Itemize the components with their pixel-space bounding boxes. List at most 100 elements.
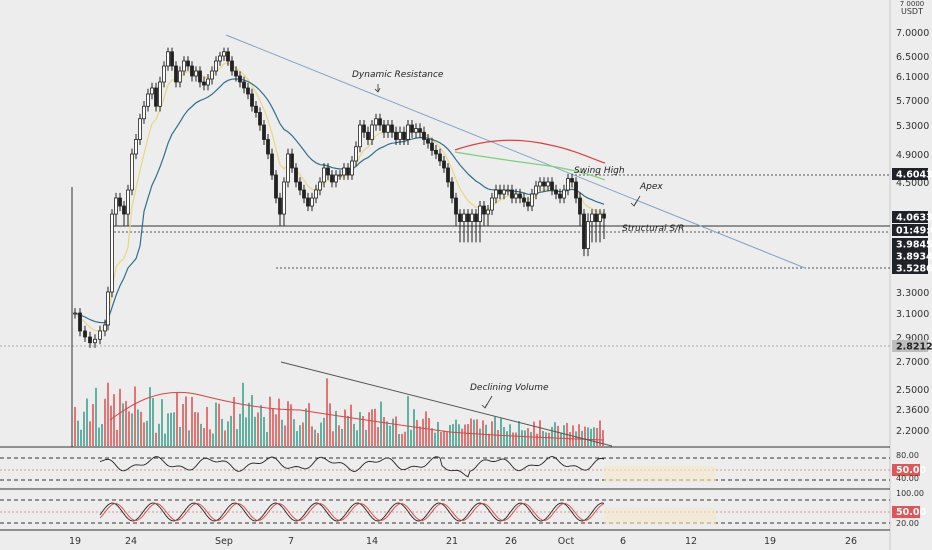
volume-bar xyxy=(233,396,235,446)
candle-body xyxy=(390,124,394,133)
volume-bar xyxy=(200,423,202,446)
volume-bar xyxy=(290,404,292,446)
candle-body xyxy=(478,205,482,222)
price-tag-box xyxy=(892,224,928,236)
candle-body xyxy=(262,124,266,140)
volume-bar xyxy=(509,424,511,446)
volume-bar xyxy=(422,418,424,446)
volume-bar xyxy=(275,414,277,446)
candle-body xyxy=(494,189,498,199)
volume-bar xyxy=(404,431,406,446)
candle-body xyxy=(498,189,502,195)
candle-body xyxy=(394,131,398,140)
volume-bar xyxy=(128,411,130,446)
price-tag-box xyxy=(892,238,928,250)
candle-body xyxy=(282,181,286,215)
volume-bar xyxy=(482,420,484,446)
axis-layer: 7.0000 6.5000 6.1000 5.7000 5.3000 4.9000 4.50… xyxy=(69,28,932,547)
volume-bar xyxy=(218,403,220,446)
candle-body xyxy=(178,70,182,83)
volume-bar xyxy=(224,430,226,446)
volume-bar xyxy=(416,419,418,446)
candle-body xyxy=(290,153,294,169)
candle-body xyxy=(73,312,77,315)
volume-bar xyxy=(485,424,487,446)
candle-body xyxy=(530,193,534,207)
candle-body xyxy=(350,160,354,176)
x-tick-label: 19 xyxy=(69,536,81,547)
volume-bar xyxy=(284,425,286,446)
candle-body xyxy=(434,149,438,155)
candle-body xyxy=(402,131,406,140)
volume-bar xyxy=(464,424,466,446)
volume-bar xyxy=(494,416,496,446)
candle-body xyxy=(166,51,170,67)
candle-body xyxy=(298,181,302,191)
candle-body xyxy=(490,197,494,211)
candle-body xyxy=(574,181,578,199)
candle-body xyxy=(358,124,362,148)
volume-bar xyxy=(272,408,274,446)
candle-body xyxy=(134,139,138,155)
y-tick-label: 5.3000 xyxy=(896,121,929,132)
candle-body xyxy=(83,330,87,338)
volume-bar xyxy=(116,429,118,446)
x-tick-label: Oct xyxy=(558,536,575,547)
candle-body xyxy=(110,213,114,293)
candle-body xyxy=(442,160,446,169)
volume-bar xyxy=(359,411,361,446)
candle-body xyxy=(314,189,318,199)
candle-body xyxy=(182,60,186,72)
volume-bar xyxy=(584,426,586,446)
volume-bar xyxy=(305,408,307,446)
rsi-level-label: 50.00 xyxy=(896,465,926,476)
y-tick-label: 2.7000 xyxy=(896,357,929,368)
volume-bar xyxy=(287,401,289,446)
volume-bar xyxy=(368,412,370,446)
candle-body xyxy=(130,153,134,191)
candle-body xyxy=(93,338,97,344)
volume-bar xyxy=(503,426,505,446)
volume-bar xyxy=(209,429,211,446)
volume-bar xyxy=(377,427,379,446)
volume-bar xyxy=(146,420,148,446)
volume-bar xyxy=(104,398,106,446)
y-tick-label: 6.1000 xyxy=(896,72,929,83)
candle-body xyxy=(526,201,530,207)
candle-body xyxy=(318,181,322,191)
volume-bar xyxy=(188,430,190,446)
volume-bar xyxy=(410,429,412,446)
volume-bar xyxy=(587,427,589,446)
candle-body xyxy=(590,213,594,222)
volume-bar xyxy=(122,403,124,446)
candle-body xyxy=(398,131,402,140)
candle-body xyxy=(274,174,278,199)
volume-bar xyxy=(191,396,193,446)
candle-body xyxy=(230,60,234,72)
candle-body xyxy=(190,65,194,77)
candle-body xyxy=(466,213,470,222)
volume-bar xyxy=(593,427,595,446)
candle-body xyxy=(330,174,334,183)
volume-bar xyxy=(263,417,265,446)
x-tick-label: 26 xyxy=(505,536,517,547)
candle-body xyxy=(370,124,374,140)
volume-bar xyxy=(533,421,535,446)
volume-bar xyxy=(548,432,550,446)
volume-bar xyxy=(497,430,499,446)
y-tick-label: 3.1000 xyxy=(896,309,929,320)
candle-body xyxy=(474,213,478,222)
volume-bar xyxy=(440,431,442,446)
volume-bar xyxy=(248,402,250,446)
candle-body xyxy=(198,70,202,83)
volume-bar xyxy=(92,404,94,446)
price-tag-label: 4.0633 xyxy=(896,213,932,224)
y-tick-label: 7.0000 xyxy=(896,28,929,39)
candle-body xyxy=(566,178,570,191)
volume-bar xyxy=(500,418,502,446)
candle-body xyxy=(446,167,450,183)
candle-body xyxy=(510,189,514,199)
volume-bar xyxy=(380,401,382,446)
